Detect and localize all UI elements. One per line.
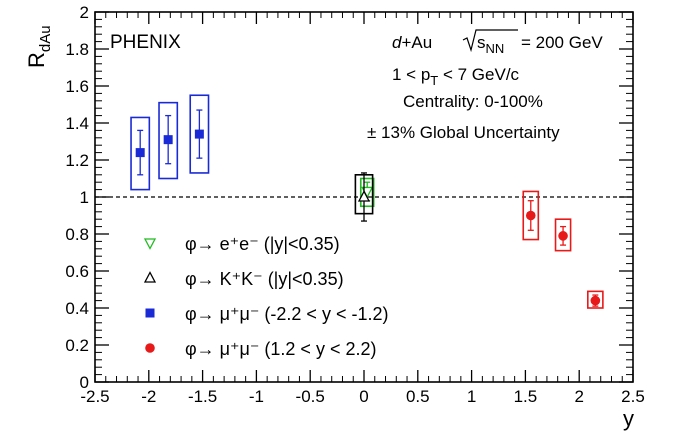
svg-text:d+Au: d+Au bbox=[392, 33, 432, 52]
data-point bbox=[525, 210, 536, 221]
y-tick-label: 0.4 bbox=[65, 299, 89, 318]
y-tick-label: 2 bbox=[80, 3, 89, 22]
legend-label: φ→ e⁺e⁻ (|y|<0.35) bbox=[185, 234, 340, 254]
x-tick-label: 0 bbox=[359, 387, 368, 406]
y-tick-label: 0 bbox=[80, 373, 89, 392]
legend-marker bbox=[143, 271, 157, 283]
y-tick-label: 1.6 bbox=[65, 77, 89, 96]
systematic-box bbox=[522, 190, 540, 241]
y-tick-label: 1.4 bbox=[65, 114, 89, 133]
sqrt-symbol bbox=[462, 29, 518, 53]
y-tick-label: 1.2 bbox=[65, 151, 89, 170]
collision-system-annotation: d+Au sNN = 200 GeV bbox=[392, 29, 603, 56]
y-tick-label: 1.8 bbox=[65, 40, 89, 59]
svg-text:= 200 GeV: = 200 GeV bbox=[521, 33, 603, 52]
brand-label: PHENIX bbox=[110, 32, 181, 53]
systematic-box bbox=[359, 177, 375, 208]
x-tick-label: -0.5 bbox=[296, 387, 325, 406]
x-tick-label: -2.5 bbox=[80, 387, 109, 406]
y-tick-label: 1 bbox=[80, 188, 89, 207]
x-tick-label: -2 bbox=[141, 387, 156, 406]
centrality-annotation: Centrality: 0-100% bbox=[403, 92, 543, 111]
series-1 bbox=[354, 172, 374, 222]
data-point bbox=[357, 190, 371, 202]
global-uncertainty-annotation: ± 13% Global Uncertainty bbox=[367, 123, 560, 142]
data-point bbox=[558, 231, 568, 241]
y-axis-title: RdAu bbox=[24, 25, 54, 68]
y-tick-label: 0.8 bbox=[65, 225, 89, 244]
x-tick-label: 1 bbox=[467, 387, 476, 406]
legend-marker bbox=[145, 343, 155, 353]
x-tick-label: 0.5 bbox=[406, 387, 430, 406]
legend-marker bbox=[143, 238, 157, 250]
data-point bbox=[135, 148, 145, 158]
x-axis-title: y bbox=[623, 406, 634, 431]
x-tick-label: 2 bbox=[574, 387, 583, 406]
legend-label: φ→ K⁺K⁻ (|y|<0.35) bbox=[185, 269, 344, 289]
x-tick-label: 1.5 bbox=[514, 387, 538, 406]
systematic-box bbox=[554, 218, 572, 252]
svg-text:sNN: sNN bbox=[477, 33, 504, 56]
data-point bbox=[194, 129, 204, 139]
legend-marker bbox=[145, 308, 155, 318]
y-tick-label: 0.6 bbox=[65, 262, 89, 281]
systematic-box bbox=[130, 116, 151, 191]
series-0 bbox=[359, 177, 375, 208]
systematic-box bbox=[158, 101, 179, 180]
data-point bbox=[163, 135, 173, 145]
series-2 bbox=[130, 94, 210, 191]
x-tick-label: -1.5 bbox=[188, 387, 217, 406]
series-3 bbox=[522, 190, 604, 309]
legend-label: φ→ μ⁺μ⁻ (-2.2 < y < -1.2) bbox=[185, 304, 388, 324]
x-tick-label: 2.5 bbox=[621, 387, 645, 406]
y-tick-label: 0.2 bbox=[65, 336, 89, 355]
data-point bbox=[590, 295, 601, 306]
systematic-box bbox=[587, 290, 604, 309]
systematic-box bbox=[189, 94, 210, 174]
x-tick-label: -1 bbox=[249, 387, 264, 406]
legend-label: φ→ μ⁺μ⁻ (1.2 < y < 2.2) bbox=[185, 339, 376, 359]
pt-range-annotation: 1 < pT < 7 GeV/c bbox=[392, 65, 520, 88]
